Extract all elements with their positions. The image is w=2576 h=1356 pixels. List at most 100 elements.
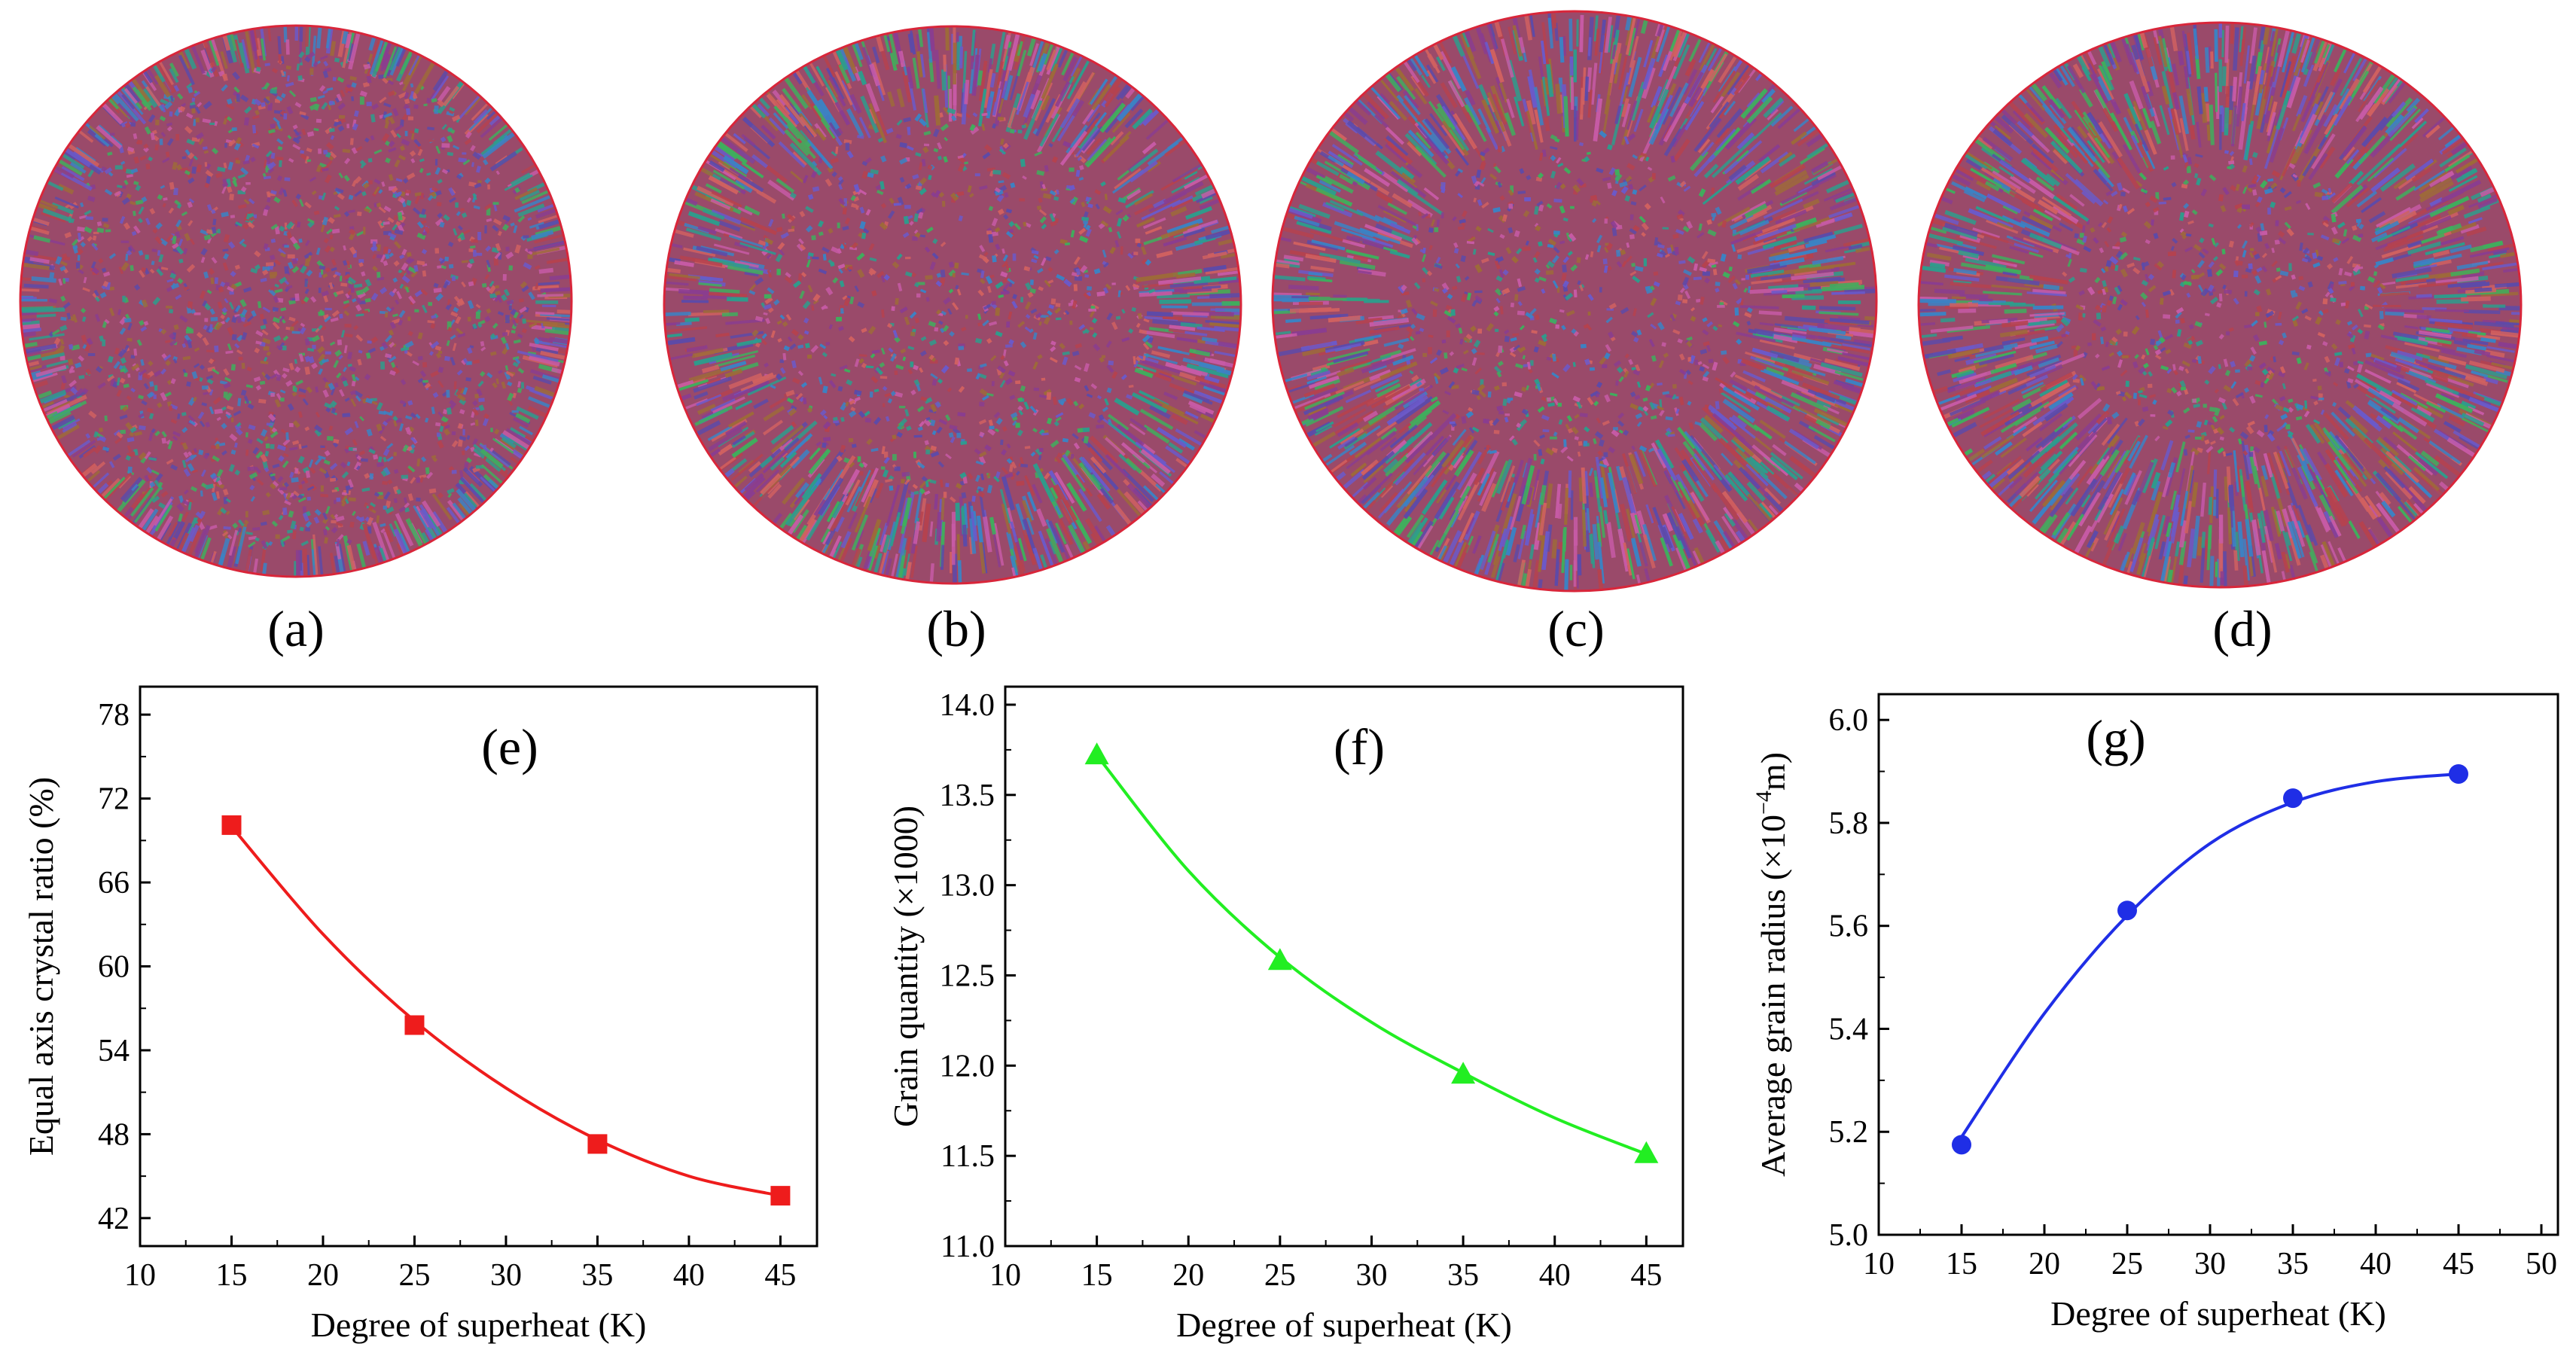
grain xyxy=(529,355,560,367)
grain xyxy=(333,291,338,297)
grain xyxy=(297,75,303,81)
grain xyxy=(376,515,380,523)
grain xyxy=(126,193,132,199)
grain xyxy=(35,201,56,212)
grain xyxy=(535,346,559,355)
grain xyxy=(864,417,872,423)
grain xyxy=(93,289,99,297)
grain xyxy=(118,266,123,275)
grain xyxy=(321,325,327,331)
grain xyxy=(400,346,409,352)
grain xyxy=(337,125,345,132)
grain xyxy=(207,237,212,244)
grain xyxy=(455,387,463,396)
grain xyxy=(431,455,437,459)
grain xyxy=(337,76,345,83)
grain xyxy=(287,403,294,411)
grain xyxy=(163,197,168,201)
grain xyxy=(156,268,164,276)
grain xyxy=(299,327,306,335)
grain xyxy=(434,248,440,254)
grain xyxy=(337,193,345,200)
grain xyxy=(285,432,289,440)
grain xyxy=(226,116,233,122)
grain xyxy=(395,291,403,300)
grain xyxy=(193,363,200,369)
grain xyxy=(510,222,515,227)
grain xyxy=(282,335,289,341)
grain xyxy=(364,373,371,381)
grain xyxy=(204,182,210,188)
grain xyxy=(495,170,500,175)
grain xyxy=(376,271,381,279)
grain xyxy=(401,139,410,146)
grain xyxy=(208,358,215,364)
grain xyxy=(231,127,237,132)
grain xyxy=(365,352,371,359)
grain xyxy=(476,165,481,173)
grain xyxy=(355,304,362,312)
grain xyxy=(414,309,419,312)
grain xyxy=(282,438,291,446)
grain xyxy=(290,520,297,530)
grain xyxy=(392,108,399,117)
grain xyxy=(360,458,368,462)
grain xyxy=(979,401,985,407)
grain xyxy=(151,495,160,504)
grain xyxy=(175,133,180,141)
grain xyxy=(401,248,407,256)
grain xyxy=(151,428,156,434)
grain xyxy=(306,386,313,394)
grain xyxy=(410,437,418,444)
grain xyxy=(165,305,173,309)
grain xyxy=(206,289,212,294)
grain xyxy=(940,270,946,278)
grain xyxy=(304,239,310,246)
grain xyxy=(146,466,154,474)
grain xyxy=(359,416,364,422)
grain xyxy=(211,226,217,234)
grain xyxy=(407,446,413,452)
grain xyxy=(517,203,545,218)
grain xyxy=(425,467,430,474)
grain xyxy=(82,343,87,349)
grain xyxy=(474,394,479,399)
grain xyxy=(209,472,216,479)
grain xyxy=(116,389,122,398)
grain xyxy=(367,347,376,354)
grain xyxy=(302,506,307,514)
grain xyxy=(285,65,291,70)
grain xyxy=(69,162,87,174)
grain xyxy=(194,347,200,352)
grain xyxy=(945,26,950,51)
grain xyxy=(206,32,220,66)
grain xyxy=(228,301,234,310)
grain xyxy=(130,200,136,206)
grain xyxy=(179,315,188,323)
grain xyxy=(75,248,84,257)
grain xyxy=(412,207,421,215)
grain xyxy=(129,431,135,437)
grain xyxy=(388,174,394,181)
grain xyxy=(461,212,468,218)
grain xyxy=(519,190,540,202)
grain xyxy=(175,231,181,239)
grain xyxy=(466,435,471,440)
grain xyxy=(221,212,229,218)
grain xyxy=(532,247,560,256)
grain xyxy=(397,212,403,221)
grain xyxy=(82,446,97,459)
grain xyxy=(163,392,172,398)
grain xyxy=(274,398,282,408)
grain xyxy=(211,147,219,154)
grain xyxy=(894,466,901,471)
grain xyxy=(898,405,906,409)
grain xyxy=(389,46,398,61)
grain xyxy=(221,307,228,314)
grain xyxy=(29,257,50,264)
grain xyxy=(130,355,136,359)
grain xyxy=(270,392,275,398)
grain xyxy=(157,250,161,256)
grain xyxy=(974,173,980,177)
grain xyxy=(161,431,167,437)
